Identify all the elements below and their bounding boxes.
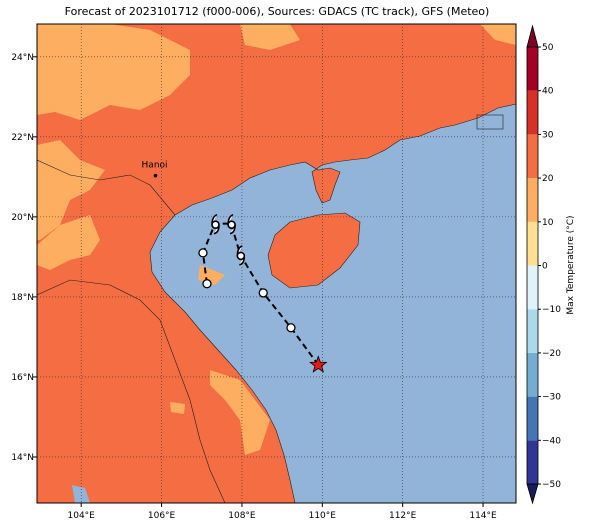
- border: [37, 279, 226, 503]
- y-tick-label: 20°N: [11, 213, 34, 223]
- colorbar-tick-label: 0: [542, 262, 548, 272]
- colorbar-band: [527, 265, 538, 310]
- colorbar-band: [527, 309, 538, 353]
- basemap: [37, 24, 516, 503]
- colorbar-label: Max Temperature (°C): [566, 215, 576, 314]
- colorbar-band: [527, 440, 538, 484]
- city-label: Hanoi: [142, 161, 168, 171]
- y-tick-label: 14°N: [11, 453, 34, 463]
- colorbar-tick-label: −30: [542, 393, 561, 403]
- track-star: [309, 355, 328, 373]
- map-frame: [36, 23, 517, 504]
- city-marker: [153, 173, 158, 178]
- colorbar-tick-label: −40: [542, 436, 561, 446]
- x-tick-label: 104°E: [68, 511, 96, 521]
- x-tick-label: 106°E: [148, 511, 176, 521]
- lake: [72, 485, 90, 503]
- x-tick-label: 112°E: [389, 511, 417, 521]
- colorbar-band: [527, 134, 538, 179]
- track-point: [198, 248, 208, 258]
- colorbar-band: [527, 221, 538, 266]
- y-tick-label: 24°N: [11, 53, 34, 63]
- y-tick-label: 18°N: [11, 293, 34, 303]
- colorbar-tick-label: 20: [542, 174, 554, 184]
- border: [37, 159, 176, 216]
- colorbar-band: [527, 396, 538, 441]
- colorbar-band: [527, 90, 538, 135]
- colorbar-tick-label: −50: [542, 480, 561, 490]
- track-cyclone: [227, 213, 236, 235]
- x-tick-label: 110°E: [309, 511, 337, 521]
- colorbar-band: [527, 47, 538, 91]
- colorbar-tick-label: −20: [542, 349, 561, 359]
- mainland: [37, 24, 516, 503]
- hainan: [267, 212, 361, 289]
- colorbar-over: [526, 24, 539, 48]
- y-tick-label: 16°N: [11, 373, 34, 383]
- track-point: [286, 323, 296, 333]
- colorbar-band: [527, 178, 538, 222]
- colorbar-tick-label: 40: [542, 87, 554, 97]
- track-point: [258, 288, 268, 298]
- warm-patches: [37, 24, 516, 455]
- track-cyclone: [211, 213, 220, 235]
- colorbar-under: [526, 483, 539, 505]
- track-line: [201, 222, 320, 366]
- x-tick-label: 108°E: [228, 511, 256, 521]
- inset-box: [476, 114, 504, 130]
- track-cyclone: [236, 245, 246, 266]
- colorbar-tick-label: −10: [542, 305, 561, 315]
- colorbar-tick-label: 50: [542, 43, 554, 53]
- colorbar-band: [527, 352, 538, 397]
- x-tick-label: 114°E: [469, 511, 497, 521]
- track-point: [202, 279, 212, 289]
- colorbar-tick-label: 10: [542, 218, 554, 228]
- chart-title: Forecast of 2023101712 (f000-006), Sourc…: [65, 5, 490, 18]
- colorbar-tick-label: 30: [542, 130, 554, 140]
- y-tick-label: 22°N: [11, 133, 34, 143]
